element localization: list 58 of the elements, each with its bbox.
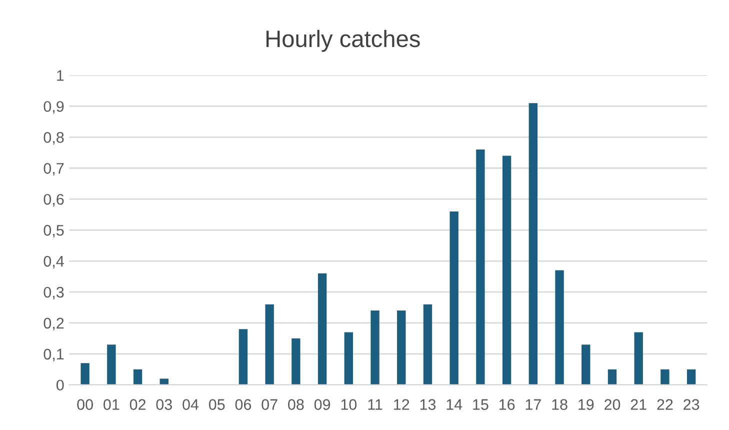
bar (450, 211, 458, 385)
bar (502, 156, 512, 385)
x-tick-label: 06 (235, 399, 252, 410)
bar (686, 369, 696, 385)
x-tick-label: 21 (630, 399, 646, 410)
x-tick-label: 10 (341, 399, 357, 410)
y-tick-label: 0,7 (44, 163, 64, 176)
chart-title: Hourly catches (266, 30, 420, 52)
x-tick-label: 20 (604, 399, 620, 410)
bar (292, 338, 300, 385)
y-tick-label: 0,1 (44, 348, 64, 362)
y-tick-label: 0,5 (44, 224, 64, 238)
y-tick-label: 0,6 (44, 194, 64, 207)
bar (318, 273, 327, 385)
bar (555, 270, 564, 385)
y-tick-label: 0,2 (44, 318, 64, 330)
bar (80, 363, 90, 385)
x-tick-label: 16 (499, 399, 515, 410)
x-tick-label: 02 (130, 399, 146, 410)
bar (476, 150, 485, 385)
x-tick-label: 18 (552, 399, 568, 410)
x-tick-label: 11 (368, 399, 382, 410)
bar (344, 332, 354, 385)
bar (582, 344, 590, 385)
x-tick-label: 13 (420, 399, 436, 410)
x-tick-label: 04 (182, 399, 199, 410)
x-tick-label: 01 (104, 399, 120, 410)
y-tick-label: 0,4 (44, 256, 64, 268)
bar (608, 369, 617, 385)
y-tick-label: 0,9 (44, 101, 64, 114)
x-tick-label: 19 (578, 399, 594, 410)
bar (370, 310, 380, 385)
x-tick-label: 09 (314, 399, 330, 410)
bar (265, 304, 274, 385)
x-tick-label: 03 (156, 399, 172, 410)
x-tick-label: 23 (684, 399, 700, 410)
x-tick-label: 15 (473, 399, 488, 410)
bar (634, 332, 643, 385)
x-tick-label: 07 (262, 399, 278, 410)
bar (160, 378, 168, 385)
y-tick-label: 0,8 (44, 132, 64, 145)
bar (133, 369, 142, 385)
x-tick-label: 22 (657, 399, 673, 410)
y-tick-label: 0,3 (44, 286, 64, 300)
bar (238, 329, 248, 385)
x-tick-label: 17 (526, 399, 541, 410)
bar (397, 310, 406, 385)
y-tick-label: 1 (57, 70, 64, 81)
x-tick-label: 00 (77, 399, 93, 410)
x-tick-label: 14 (446, 399, 462, 410)
bar (528, 103, 538, 385)
x-tick-label: 05 (208, 399, 225, 410)
x-tick-label: 12 (394, 399, 410, 410)
bar (423, 304, 432, 385)
bar (660, 369, 670, 385)
bar (107, 344, 116, 385)
y-tick-label: 0 (56, 380, 64, 391)
x-tick-label: 08 (288, 399, 304, 410)
